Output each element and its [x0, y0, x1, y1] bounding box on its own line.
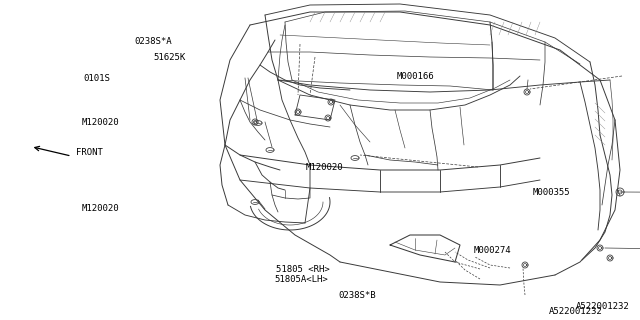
Text: A522001232: A522001232	[576, 302, 630, 311]
Text: M120020: M120020	[306, 163, 344, 172]
Text: 0238S*B: 0238S*B	[338, 291, 376, 300]
Text: 51805 <RH>: 51805 <RH>	[276, 265, 330, 274]
Text: M120020: M120020	[82, 204, 120, 213]
Text: 0101S: 0101S	[83, 74, 110, 83]
Text: 51625K: 51625K	[154, 53, 186, 62]
Text: M000274: M000274	[474, 246, 511, 255]
Text: M000355: M000355	[532, 188, 570, 197]
Text: A522001232: A522001232	[549, 307, 603, 316]
Text: M000166: M000166	[397, 72, 435, 81]
Text: 0238S*A: 0238S*A	[134, 37, 172, 46]
Text: FRONT: FRONT	[76, 148, 102, 157]
Text: M120020: M120020	[82, 118, 120, 127]
Text: 51805A<LH>: 51805A<LH>	[274, 275, 328, 284]
